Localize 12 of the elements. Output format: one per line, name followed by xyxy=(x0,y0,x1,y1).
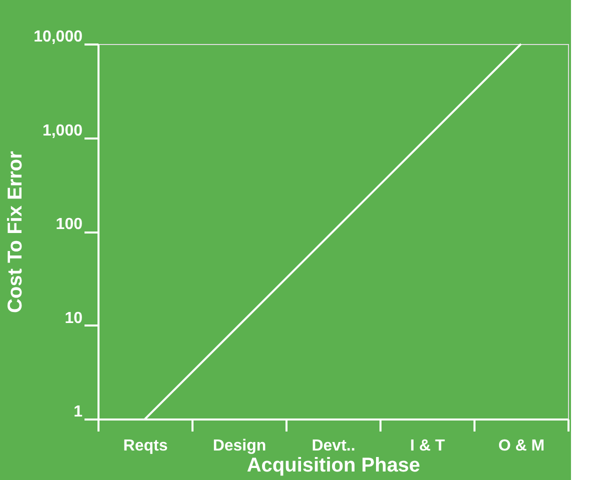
y-tick-label: 100 xyxy=(56,216,83,233)
x-tick-label: Reqts xyxy=(123,438,168,454)
x-axis-title: Acquisition Phase xyxy=(246,454,420,476)
y-tick-label: 10,000 xyxy=(34,28,83,46)
x-tick-label: Devt.. xyxy=(312,438,356,454)
x-tick-label: I & T xyxy=(410,438,446,454)
y-tick-label: 10 xyxy=(64,310,83,327)
y-tick-label: 1 xyxy=(74,404,83,420)
y-tick-label: 1,000 xyxy=(42,122,83,140)
x-tick-label: Design xyxy=(212,438,266,454)
y-axis-title: Cost To Fix Error xyxy=(4,150,27,313)
x-tick-label: O & M xyxy=(498,438,545,454)
